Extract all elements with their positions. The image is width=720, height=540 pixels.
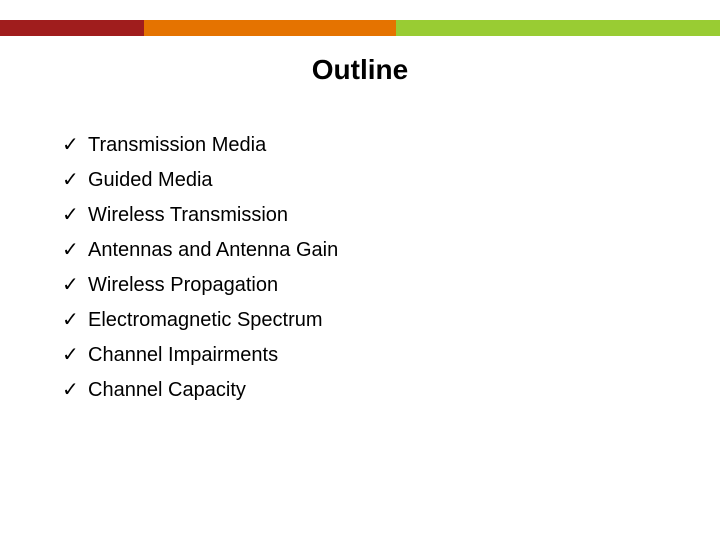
outline-item: ✓Electromagnetic Spectrum [62,303,680,338]
check-icon: ✓ [62,268,88,303]
check-icon: ✓ [62,128,88,163]
check-icon: ✓ [62,373,88,408]
check-icon: ✓ [62,163,88,198]
outline-item-label: Wireless Transmission [88,198,288,233]
outline-item: ✓Channel Impairments [62,338,680,373]
outline-item: ✓Wireless Transmission [62,198,680,233]
outline-item-label: Electromagnetic Spectrum [88,303,323,338]
check-icon: ✓ [62,198,88,233]
slide: Outline ✓Transmission Media✓Guided Media… [0,0,720,540]
check-icon: ✓ [62,233,88,268]
top-bar-segment [396,20,720,36]
check-icon: ✓ [62,338,88,373]
top-bar-segment [144,20,396,36]
outline-list: ✓Transmission Media✓Guided Media✓Wireles… [62,128,680,408]
top-bar-segment [0,20,144,36]
outline-item-label: Antennas and Antenna Gain [88,233,338,268]
outline-item: ✓Wireless Propagation [62,268,680,303]
outline-item: ✓Channel Capacity [62,373,680,408]
outline-item: ✓Guided Media [62,163,680,198]
outline-item-label: Channel Capacity [88,373,246,408]
outline-item-label: Transmission Media [88,128,266,163]
top-accent-bar [0,20,720,36]
outline-item-label: Wireless Propagation [88,268,278,303]
slide-title: Outline [0,54,720,86]
outline-item-label: Channel Impairments [88,338,278,373]
check-icon: ✓ [62,303,88,338]
outline-item-label: Guided Media [88,163,213,198]
outline-item: ✓Transmission Media [62,128,680,163]
outline-item: ✓Antennas and Antenna Gain [62,233,680,268]
